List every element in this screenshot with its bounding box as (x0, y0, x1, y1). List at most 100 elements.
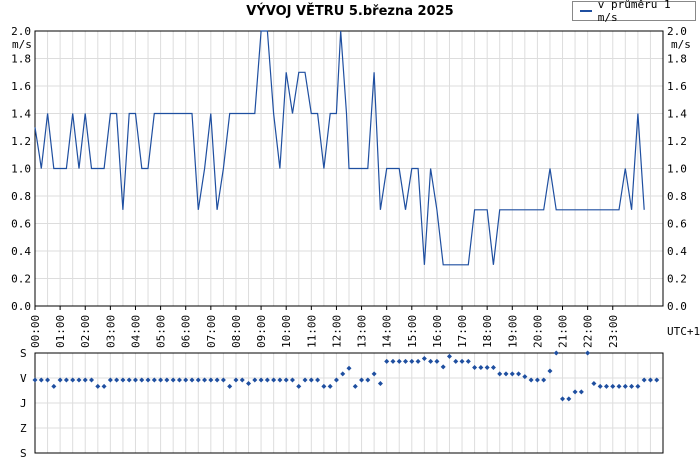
direction-point (327, 383, 333, 389)
x-tick-label: 16:00 (431, 315, 444, 348)
direction-point (603, 383, 609, 389)
direction-point (490, 364, 496, 370)
x-tick-label: 02:00 (79, 315, 92, 348)
x-tick-label: 11:00 (305, 315, 318, 348)
y-tick-label-left: 0.2 (11, 273, 31, 286)
direction-point (51, 383, 57, 389)
x-tick-label: 14:00 (381, 315, 394, 348)
direction-point (252, 377, 258, 383)
x-tick-label: 22:00 (582, 315, 595, 348)
direction-point (516, 371, 522, 377)
direction-point (434, 358, 440, 364)
direction-point (453, 358, 459, 364)
direction-point (126, 377, 132, 383)
direction-point (415, 358, 421, 364)
direction-point (622, 383, 628, 389)
direction-point (315, 377, 321, 383)
y-tick-label-left: 1.4 (11, 108, 31, 121)
direction-point (553, 350, 559, 356)
direction-point (629, 383, 635, 389)
direction-point (390, 358, 396, 364)
direction-point (57, 377, 63, 383)
y-tick-label-right: 0.8 (667, 190, 687, 203)
direction-point (158, 377, 164, 383)
legend-line-swatch (580, 10, 592, 12)
x-tick-label: 12:00 (330, 315, 343, 348)
x-tick-label: 13:00 (356, 315, 369, 348)
direction-point (560, 396, 566, 402)
x-tick-label: 01:00 (54, 315, 67, 348)
direction-point (654, 377, 660, 383)
x-tick-label: 20:00 (531, 315, 544, 348)
x-tick-label: 09:00 (255, 315, 268, 348)
legend-label: v průměru 1 m/s (597, 0, 671, 24)
direction-point (271, 377, 277, 383)
direction-point (220, 377, 226, 383)
direction-point (170, 377, 176, 383)
direction-point (183, 377, 189, 383)
direction-point (346, 365, 352, 371)
y-tick-label-left: 1.0 (11, 163, 31, 176)
direction-plot-frame (34, 352, 664, 454)
direction-point (547, 368, 553, 374)
y-tick-label-right: 1.8 (667, 53, 687, 66)
x-tick-label: 18:00 (481, 315, 494, 348)
direction-point (289, 377, 295, 383)
x-tick-label: 19:00 (506, 315, 519, 348)
direction-point (616, 383, 622, 389)
direction-point (572, 389, 578, 395)
x-tick-label: 04:00 (129, 315, 142, 348)
direction-point (440, 364, 446, 370)
direction-point (365, 377, 371, 383)
y-axis-unit-left: m/s (12, 38, 32, 51)
direction-point (296, 383, 302, 389)
direction-point (597, 383, 603, 389)
y-tick-label-left: 0.8 (11, 190, 31, 203)
direction-point (195, 377, 201, 383)
direction-point (227, 383, 233, 389)
direction-point (578, 389, 584, 395)
direction-point (32, 377, 38, 383)
direction-point (534, 377, 540, 383)
direction-point (258, 377, 264, 383)
direction-point (132, 377, 138, 383)
direction-point (302, 377, 308, 383)
x-tick-label: 07:00 (205, 315, 218, 348)
y-tick-label-right: 0.2 (667, 273, 687, 286)
direction-point (641, 377, 647, 383)
y-tick-label-left: 0.6 (11, 218, 31, 231)
direction-point (208, 377, 214, 383)
direction-point (428, 358, 434, 364)
direction-point (459, 358, 465, 364)
direction-point (403, 358, 409, 364)
direction-point (114, 377, 120, 383)
x-tick-label: 05:00 (155, 315, 168, 348)
y-tick-label-left: 1.8 (11, 53, 31, 66)
y-tick-label-right: 0.0 (667, 300, 687, 313)
direction-point (509, 371, 515, 377)
direction-point (409, 358, 415, 364)
direction-point (202, 377, 208, 383)
y-tick-label-right: 1.6 (667, 80, 687, 93)
y-tick-label-right: 1.2 (667, 135, 687, 148)
direction-point (151, 377, 157, 383)
direction-point (63, 377, 69, 383)
y-tick-label-left: 1.2 (11, 135, 31, 148)
direction-point (82, 377, 88, 383)
direction-point (384, 358, 390, 364)
direction-point (333, 377, 339, 383)
direction-point (145, 377, 151, 383)
chart-title: VÝVOJ VĚTRU 5.března 2025 (246, 4, 454, 19)
x-tick-label: 23:00 (607, 315, 620, 348)
direction-point (465, 358, 471, 364)
direction-point (484, 364, 490, 370)
y-tick-label-right: 1.0 (667, 163, 687, 176)
direction-tick-label: S (20, 347, 27, 360)
series-line-wind-speed (34, 30, 645, 266)
direction-point (189, 377, 195, 383)
direction-point (176, 377, 182, 383)
x-tick-label: 08:00 (230, 315, 243, 348)
timezone-label: UTC+1 (667, 325, 700, 338)
